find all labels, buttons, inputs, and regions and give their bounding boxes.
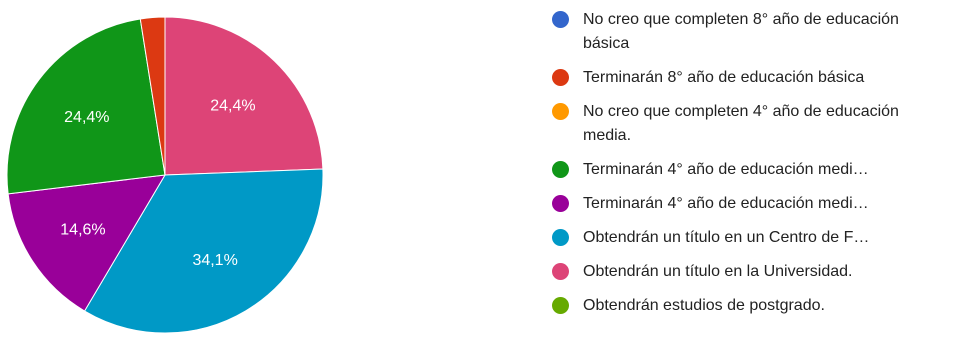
legend-label: No creo que completen 4° año de educació… [583,103,899,144]
pie-slice-6[interactable] [164,16,324,176]
legend-label: Obtendrán un título en la Universidad. [583,263,853,280]
legend-swatch-icon [552,297,569,314]
legend-item-5[interactable]: Obtendrán un título en un Centro de F… [552,226,952,250]
legend-swatch-icon [552,11,569,28]
legend-item-4[interactable]: Terminarán 4° año de educación medi… [552,192,952,216]
pie-slice-label-4: 14,6% [60,222,105,239]
chart-legend: No creo que completen 8° año de educació… [552,8,952,328]
legend-item-1[interactable]: Terminarán 8° año de educación básica [552,66,952,90]
legend-swatch-icon [552,195,569,212]
pie-slice-label-6: 24,4% [210,97,255,114]
legend-item-0[interactable]: No creo que completen 8° año de educació… [552,8,952,56]
legend-item-2[interactable]: No creo que completen 4° año de educació… [552,100,952,148]
pie-slice-3[interactable] [6,18,166,195]
pie-slice-label-5: 34,1% [192,252,237,269]
legend-item-6[interactable]: Obtendrán un título en la Universidad. [552,260,952,284]
legend-label: Terminarán 4° año de educación medi… [583,195,869,212]
pie-slice-5[interactable] [83,168,324,334]
pie-slice-1[interactable] [139,16,166,176]
legend-label: No creo que completen 8° año de educació… [583,11,899,52]
legend-item-7[interactable]: Obtendrán estudios de postgrado. [552,294,952,318]
legend-swatch-icon [552,69,569,86]
legend-label: Terminarán 4° año de educación medi… [583,161,869,178]
legend-swatch-icon [552,161,569,178]
legend-swatch-icon [552,229,569,246]
legend-swatch-icon [552,103,569,120]
legend-swatch-icon [552,263,569,280]
legend-label: Obtendrán estudios de postgrado. [583,297,825,314]
legend-label: Obtendrán un título en un Centro de F… [583,229,870,246]
pie-slice-4[interactable] [7,174,166,312]
legend-item-3[interactable]: Terminarán 4° año de educación medi… [552,158,952,182]
pie-chart: 24,4% 34,1% 14,6% 24,4% [6,16,324,334]
legend-label: Terminarán 8° año de educación básica [583,69,865,86]
pie-slice-label-3: 24,4% [64,109,109,126]
